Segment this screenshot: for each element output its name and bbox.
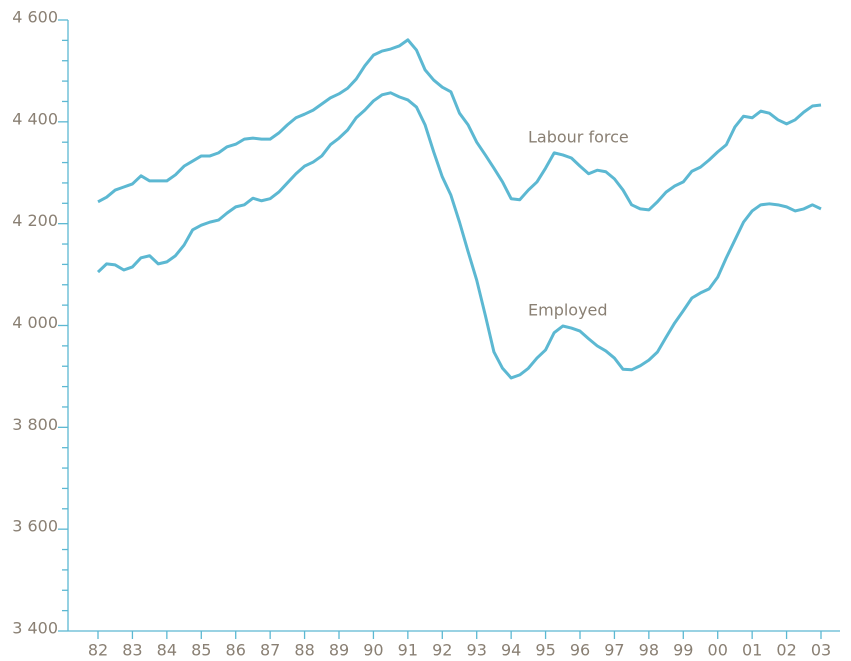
x-tick-label: 02 [776,641,796,660]
y-tick-label: 4 000 [12,313,58,332]
series-line [96,91,822,380]
x-tick-label: 87 [260,641,280,660]
x-tick-label: 86 [226,641,246,660]
x-tick-label: 03 [811,641,831,660]
x-tick-label: 92 [432,641,452,660]
x-tick-label: 00 [708,641,728,660]
x-tick-label: 83 [122,641,142,660]
x-tick-label: 93 [467,641,487,660]
y-tick-label: 3 800 [12,415,58,434]
x-tick-label: 84 [157,641,177,660]
y-tick-label: 3 400 [12,619,58,638]
x-tick-label: 97 [604,641,624,660]
x-tick-label: 96 [570,641,590,660]
series-label: Employed [528,301,608,320]
x-tick-label: 90 [363,641,383,660]
y-tick-label: 3 600 [12,517,58,536]
y-tick-label: 4 200 [12,211,58,230]
x-tick-label: 91 [398,641,418,660]
x-tick-label: 01 [742,641,762,660]
series-label: Labour force [528,128,629,147]
x-tick-label: 99 [673,641,693,660]
x-tick-label: 88 [294,641,314,660]
x-tick-label: 85 [191,641,211,660]
x-tick-label: 94 [501,641,521,660]
x-tick-label: 82 [88,641,108,660]
series-line [97,38,822,212]
x-tick-label: 98 [639,641,659,660]
y-tick-label: 4 600 [12,8,58,27]
y-tick-label: 4 400 [12,109,58,128]
x-tick-label: 89 [329,641,349,660]
x-tick-label: 95 [535,641,555,660]
